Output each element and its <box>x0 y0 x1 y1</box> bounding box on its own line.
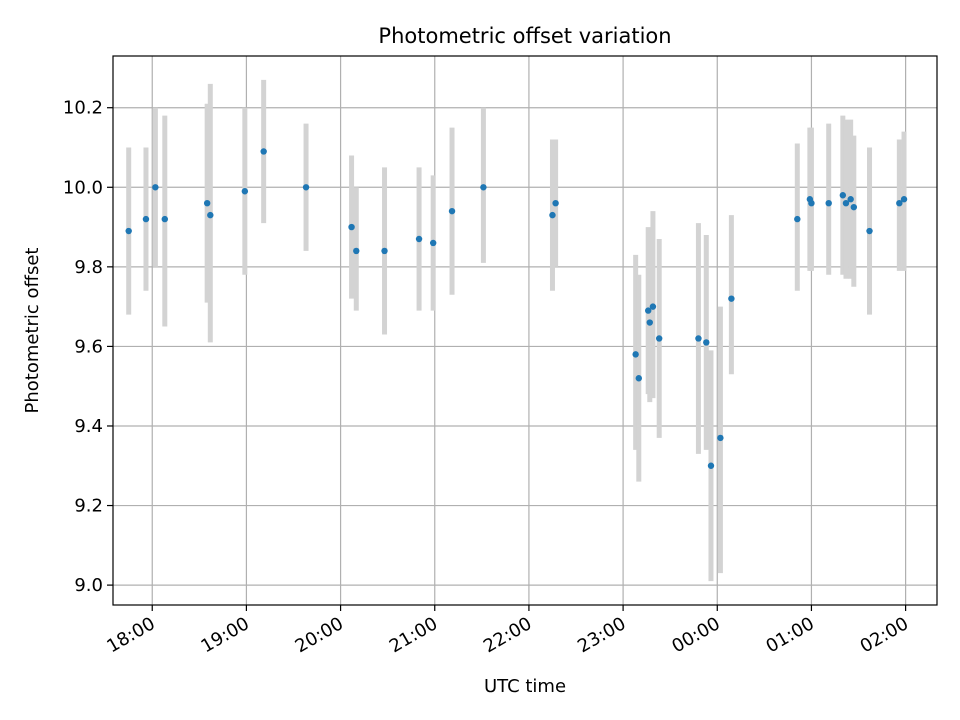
data-point <box>825 199 832 207</box>
data-point <box>415 235 423 243</box>
plot-frame <box>112 55 938 606</box>
data-point <box>207 211 214 219</box>
x-tick-label: 22:00 <box>480 613 535 657</box>
y-tick-label: 10.0 <box>63 177 103 198</box>
data-point <box>302 184 310 191</box>
data-point <box>635 375 642 382</box>
data-point <box>850 203 858 211</box>
data-point <box>161 215 168 223</box>
x-tick-label: 21:00 <box>386 613 441 657</box>
y-axis-label: Photometric offset <box>22 248 43 414</box>
data-point <box>703 339 710 346</box>
y-tick-label: 9.6 <box>74 336 103 357</box>
y-tick-label: 9.0 <box>74 575 103 596</box>
data-point <box>645 307 652 314</box>
data-point <box>552 199 559 207</box>
data-point <box>655 335 663 342</box>
data-point <box>866 227 873 235</box>
data-point <box>808 199 815 207</box>
x-tick-label: 20:00 <box>292 613 347 657</box>
x-tick-label: 19:00 <box>197 613 252 657</box>
data-point <box>260 148 267 155</box>
data-point <box>381 247 388 255</box>
data-point <box>142 215 150 223</box>
data-point <box>896 199 903 207</box>
y-tick-label: 9.8 <box>74 257 103 278</box>
data-point <box>649 303 657 310</box>
data-point <box>203 199 211 207</box>
data-point <box>480 184 487 191</box>
data-point <box>728 295 735 302</box>
data-point <box>847 196 854 203</box>
data-point <box>794 215 801 223</box>
x-tick-label: 18:00 <box>103 613 158 657</box>
data-point <box>448 207 456 215</box>
y-tick-label: 9.4 <box>74 416 103 437</box>
x-tick-label: 01:00 <box>763 613 818 657</box>
data-point <box>125 227 132 235</box>
data-point <box>842 199 850 207</box>
data-point <box>429 239 437 247</box>
data-point <box>241 188 249 195</box>
data-point <box>717 434 724 442</box>
data-point <box>353 247 360 255</box>
data-point <box>707 462 715 469</box>
data-points <box>125 148 908 469</box>
y-tick-label: 9.2 <box>74 496 103 517</box>
x-tick-label: 02:00 <box>857 613 912 657</box>
data-point <box>839 192 847 199</box>
data-point <box>549 211 556 219</box>
chart-title: Photometric offset variation <box>378 24 671 48</box>
data-point <box>695 335 702 342</box>
data-point <box>900 196 908 203</box>
x-axis-label: UTC time <box>484 676 566 697</box>
x-tick-label: 23:00 <box>574 613 629 657</box>
data-point <box>152 184 159 191</box>
data-point <box>348 223 355 231</box>
x-tick-label: 00:00 <box>668 613 723 657</box>
axis-ticks: 18:00 19:00 20:00 21:00 22:00 23:00 00:00 01:00… <box>63 98 912 658</box>
data-point <box>632 351 639 358</box>
data-point <box>646 319 653 326</box>
y-tick-label: 10.2 <box>63 98 103 119</box>
